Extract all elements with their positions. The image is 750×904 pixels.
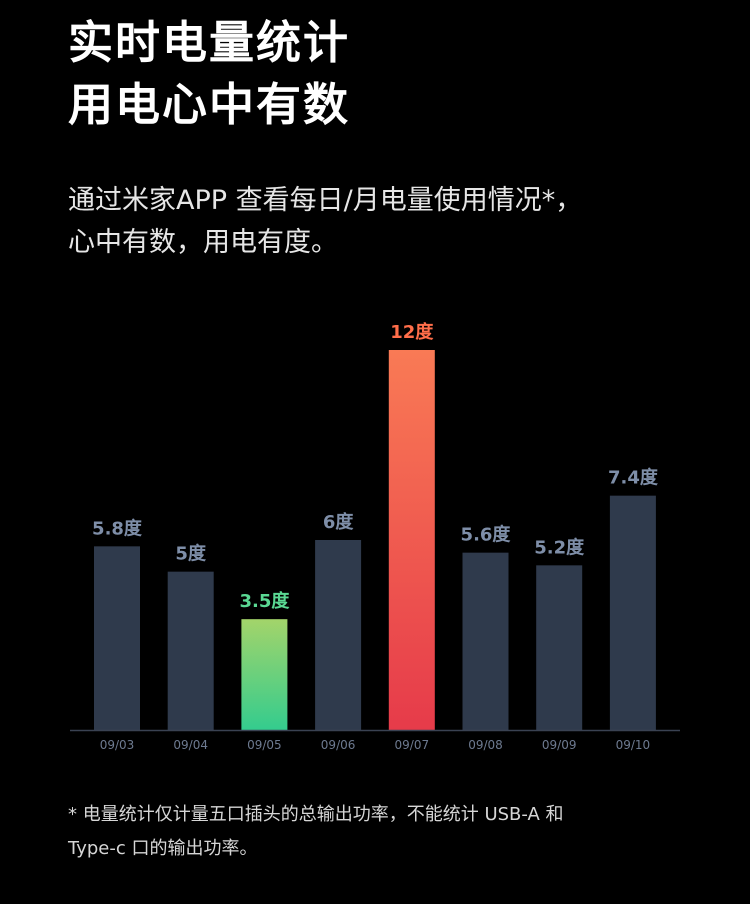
x-tick-09-10: 09/10 (616, 738, 651, 752)
x-tick-09-08: 09/08 (468, 738, 503, 752)
data-label-09-07: 12度 (390, 321, 434, 343)
footnote: * 电量统计仅计量五口插头的总输出功率，不能统计 USB-A 和 Type-c … (68, 798, 564, 866)
description-line-1: 通过米家APP 查看每日/月电量使用情况*， (68, 185, 583, 216)
bar-09-06 (315, 540, 362, 730)
data-label-09-03: 5.8度 (92, 517, 143, 539)
bar-09-08 (462, 552, 509, 730)
description-line-2: 心中有数，用电有度。 (68, 227, 338, 258)
data-label-09-04: 5度 (175, 543, 207, 565)
bar-09-04 (167, 571, 214, 730)
x-tick-09-05: 09/05 (247, 738, 282, 752)
x-tick-09-03: 09/03 (100, 738, 135, 752)
data-labels-group: 5.8度 5度 3.5度 6度 12度 5.6度 5.2度 7.4度 (92, 321, 659, 612)
x-tick-09-09: 09/09 (542, 738, 577, 752)
title-line-1: 实时电量统计 (68, 16, 351, 69)
page-title: 实时电量统计 用电心中有数 (68, 12, 350, 136)
data-label-09-09: 5.2度 (534, 536, 585, 558)
data-label-09-06: 6度 (323, 511, 355, 533)
bar-09-03 (94, 546, 140, 730)
bar-09-10 (609, 495, 656, 730)
footnote-line-1: * 电量统计仅计量五口插头的总输出功率，不能统计 USB-A 和 (68, 804, 564, 825)
title-line-2: 用电心中有数 (68, 78, 351, 131)
x-tick-labels-group: 09/03 09/04 09/05 09/06 09/07 09/08 09/09 09/10 (100, 738, 650, 752)
bar-09-07 (388, 350, 435, 730)
bar-09-09 (536, 565, 583, 730)
data-label-09-10: 7.4度 (608, 467, 659, 489)
x-tick-09-07: 09/07 (395, 738, 430, 752)
x-tick-09-06: 09/06 (321, 738, 356, 752)
data-label-09-05: 3.5度 (239, 590, 290, 612)
description: 通过米家APP 查看每日/月电量使用情况*， 心中有数，用电有度。 (68, 180, 582, 264)
data-label-09-08: 5.6度 (461, 524, 512, 546)
footnote-line-2: Type-c 口的输出功率。 (68, 838, 258, 859)
x-tick-09-04: 09/04 (173, 738, 208, 752)
bars-group (94, 350, 656, 730)
bar-09-05 (241, 619, 288, 730)
